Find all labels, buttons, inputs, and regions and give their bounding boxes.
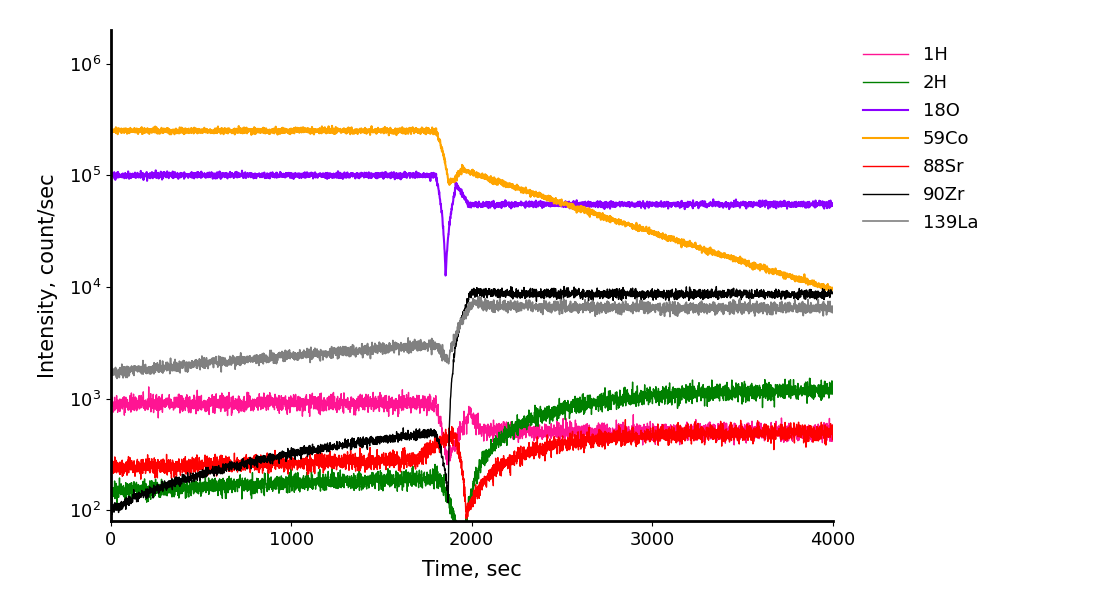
Legend: 1H, 2H, 18O, 59Co, 88Sr, 90Zr, 139La: 1H, 2H, 18O, 59Co, 88Sr, 90Zr, 139La: [856, 39, 986, 239]
2H: [407, 479, 421, 486]
Line: 90Zr: 90Zr: [111, 286, 832, 515]
18O: [149, 167, 162, 174]
59Co: [628, 223, 642, 230]
Line: 59Co: 59Co: [111, 126, 832, 291]
88Sr: [407, 454, 421, 461]
59Co: [768, 269, 781, 276]
90Zr: [768, 291, 781, 298]
88Sr: [629, 440, 643, 447]
2H: [453, 550, 466, 558]
59Co: [826, 285, 839, 292]
90Zr: [407, 434, 421, 441]
139La: [826, 304, 839, 311]
139La: [104, 371, 118, 379]
90Zr: [804, 291, 817, 298]
18O: [826, 202, 839, 209]
90Zr: [447, 355, 461, 362]
59Co: [407, 126, 421, 134]
18O: [804, 200, 817, 207]
Line: 1H: 1H: [111, 387, 832, 465]
18O: [629, 200, 643, 207]
59Co: [447, 176, 461, 183]
Line: 2H: 2H: [111, 379, 832, 554]
1H: [142, 383, 155, 391]
90Zr: [413, 431, 426, 438]
59Co: [325, 122, 339, 129]
1H: [441, 461, 454, 468]
2H: [804, 390, 817, 397]
18O: [413, 172, 426, 179]
90Zr: [629, 292, 643, 299]
139La: [768, 302, 781, 309]
59Co: [413, 128, 426, 135]
Y-axis label: Intensity, count/sec: Intensity, count/sec: [38, 173, 58, 378]
139La: [804, 301, 817, 308]
88Sr: [460, 515, 473, 522]
1H: [413, 397, 426, 404]
Line: 88Sr: 88Sr: [111, 420, 832, 519]
59Co: [804, 279, 817, 286]
88Sr: [447, 432, 461, 439]
88Sr: [413, 449, 426, 456]
1H: [826, 427, 839, 434]
90Zr: [557, 283, 571, 290]
90Zr: [826, 289, 839, 297]
139La: [472, 294, 485, 301]
1H: [104, 398, 118, 405]
1H: [804, 435, 817, 443]
1H: [629, 433, 643, 440]
1H: [447, 437, 461, 444]
18O: [768, 202, 781, 209]
88Sr: [768, 420, 781, 427]
139La: [447, 335, 461, 343]
88Sr: [826, 436, 839, 443]
18O: [104, 172, 118, 179]
1H: [407, 400, 421, 407]
2H: [413, 471, 426, 479]
90Zr: [104, 506, 118, 513]
Line: 139La: 139La: [111, 297, 832, 379]
88Sr: [618, 416, 632, 423]
2H: [104, 491, 118, 498]
90Zr: [105, 511, 119, 518]
139La: [407, 344, 421, 352]
88Sr: [804, 430, 817, 437]
2H: [628, 399, 642, 406]
139La: [629, 304, 643, 311]
59Co: [104, 126, 118, 133]
X-axis label: Time, sec: Time, sec: [422, 560, 522, 580]
2H: [803, 375, 816, 382]
2H: [447, 513, 461, 520]
88Sr: [104, 461, 118, 468]
2H: [826, 378, 839, 385]
2H: [768, 391, 781, 398]
18O: [447, 193, 461, 201]
18O: [407, 174, 421, 181]
Line: 18O: 18O: [111, 170, 832, 276]
18O: [438, 272, 452, 279]
139La: [110, 375, 123, 382]
1H: [768, 429, 781, 436]
139La: [413, 339, 426, 346]
59Co: [823, 288, 836, 295]
